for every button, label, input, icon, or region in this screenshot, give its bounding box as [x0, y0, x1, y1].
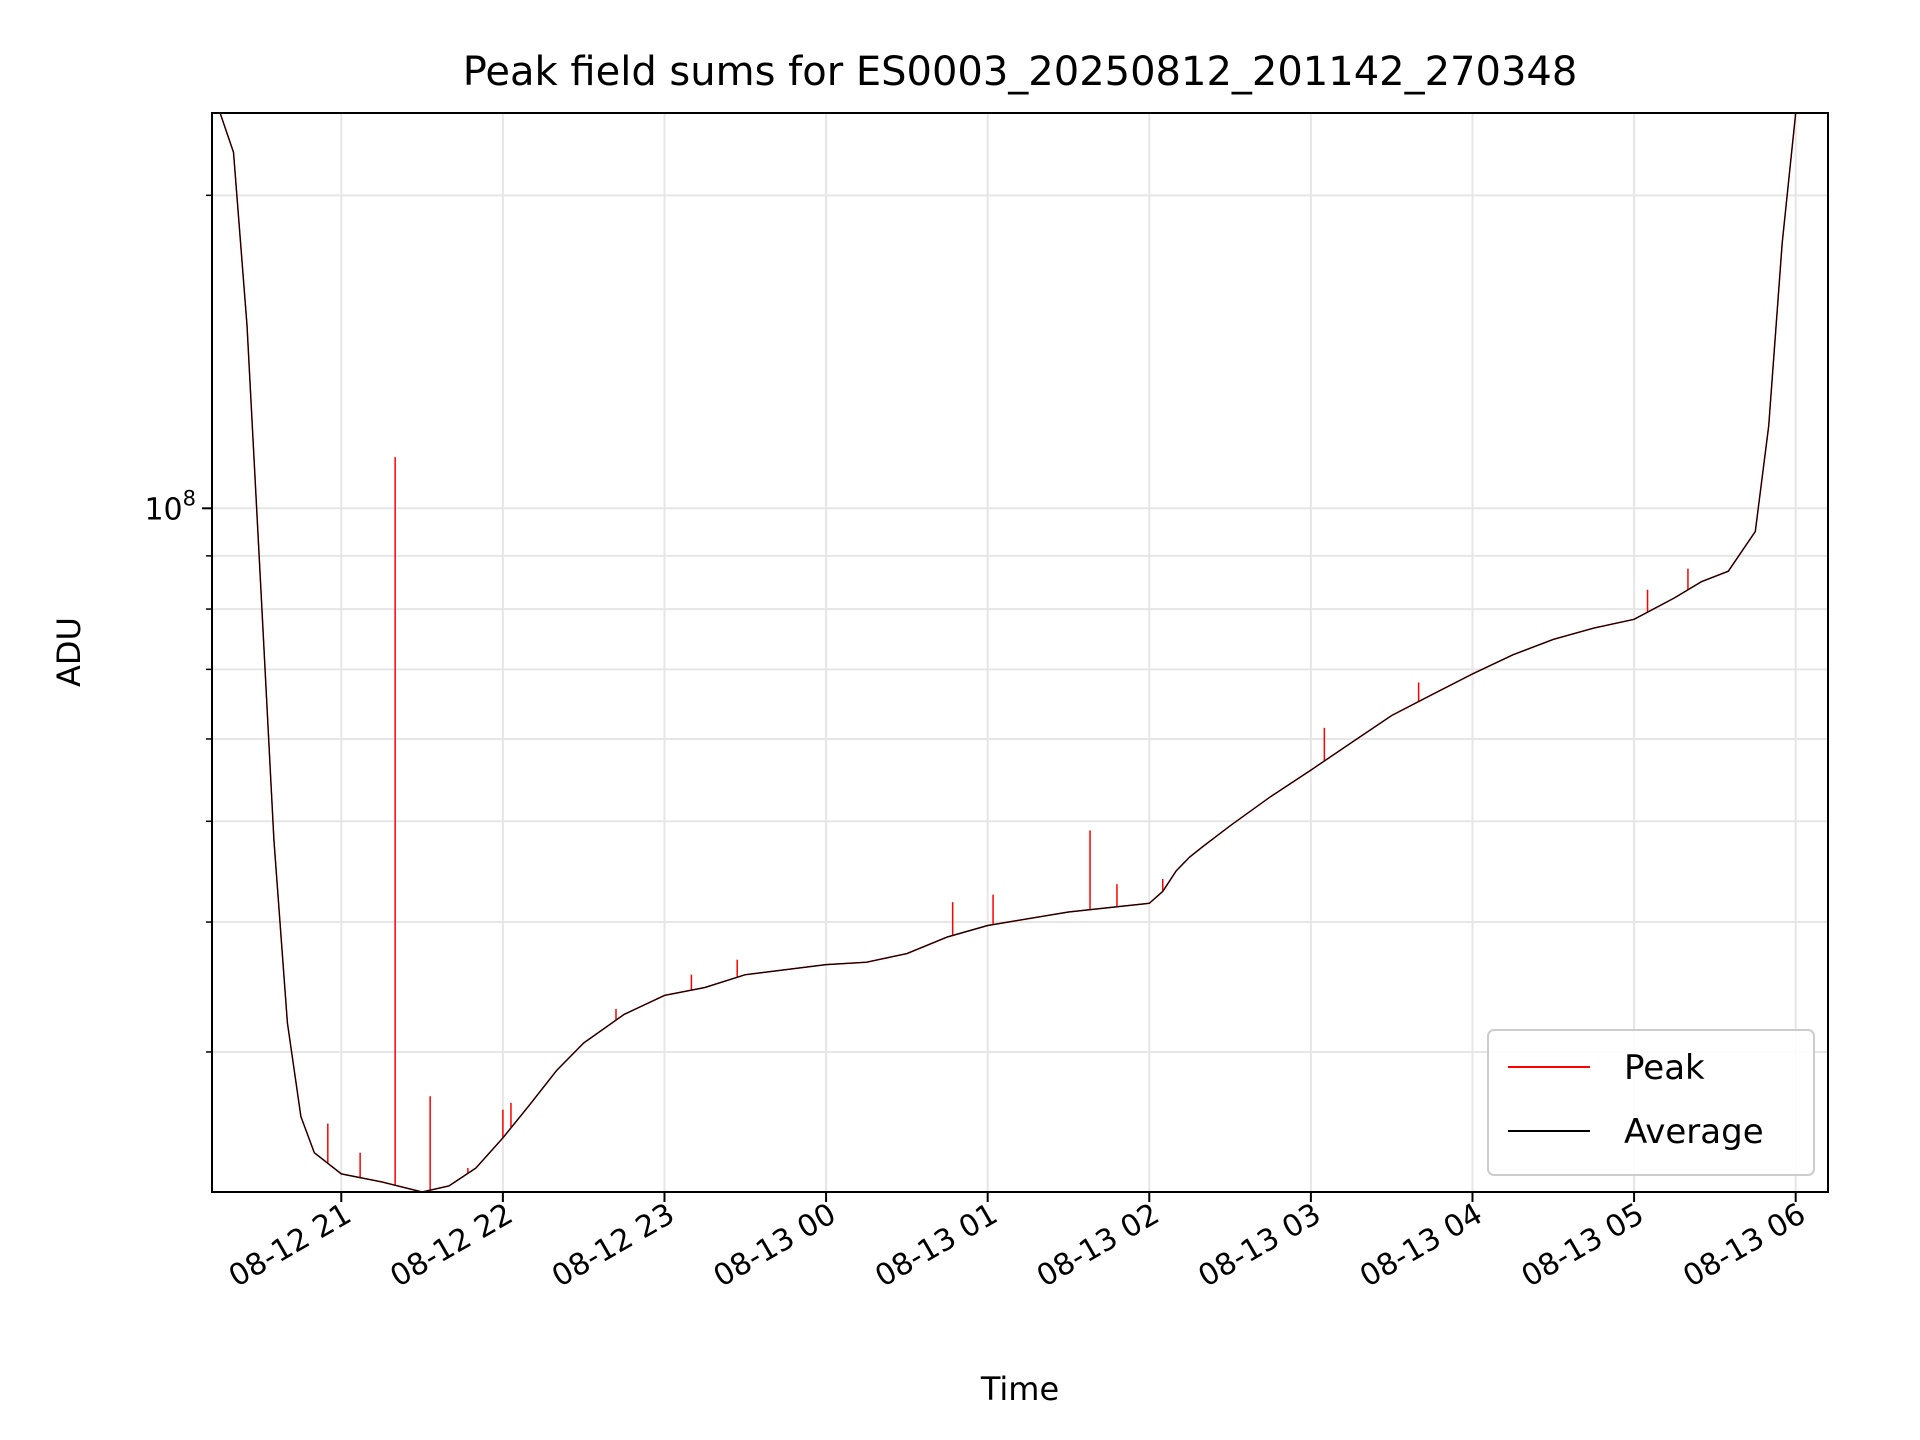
y-axis: 108 [144, 194, 212, 1053]
legend-label-average: Average [1624, 1112, 1764, 1152]
chart-title: Peak field sums for ES0003_20250812_2011… [463, 49, 1578, 95]
plot-area [219, 113, 1797, 1192]
series-line-average [219, 113, 1797, 1192]
axes-frame [211, 112, 1829, 1193]
legend-label-peak: Peak [1624, 1048, 1705, 1088]
y-axis-title: ADU [50, 617, 88, 687]
legend: Peak Average [1487, 1029, 1815, 1176]
x-axis-title: Time [980, 1370, 1059, 1408]
y-tick-label: 108 [144, 486, 196, 527]
